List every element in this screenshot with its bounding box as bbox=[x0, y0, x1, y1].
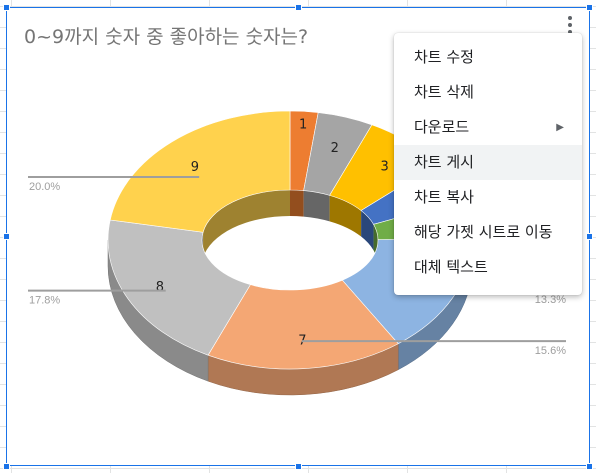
more-vert-icon-dot bbox=[568, 16, 572, 20]
menu-item-delete-chart[interactable]: 차트 삭제 bbox=[394, 75, 582, 110]
resize-handle-left[interactable] bbox=[3, 233, 10, 240]
resize-handle-top[interactable] bbox=[295, 4, 302, 11]
menu-item-publish-chart[interactable]: 차트 게시 bbox=[394, 145, 582, 180]
more-vert-icon-dot bbox=[568, 23, 572, 27]
slice-inner-wall-9 bbox=[203, 190, 290, 259]
data-label-6: 13.3% bbox=[535, 294, 566, 306]
slice-label-2: 2 bbox=[331, 141, 339, 156]
menu-item-move-to-gadget-sheet[interactable]: 해당 가젯 시트로 이동 bbox=[394, 215, 582, 250]
chart-title: 0~9까지 숫자 중 좋아하는 숫자는? bbox=[24, 26, 309, 48]
slice-label-3: 3 bbox=[381, 160, 389, 175]
menu-item-copy-chart[interactable]: 차트 복사 bbox=[394, 180, 582, 215]
slice-inner-wall-3 bbox=[329, 195, 362, 237]
resize-handle-top-left[interactable] bbox=[3, 4, 10, 11]
data-label-7: 15.6% bbox=[535, 345, 566, 357]
chart-context-menu: 차트 수정 차트 삭제 다운로드 ▶ 차트 게시 차트 복사 해당 가젯 시트로 … bbox=[394, 33, 582, 295]
chart-menu-button[interactable] bbox=[560, 12, 580, 38]
data-label-9: 20.0% bbox=[29, 181, 60, 193]
resize-handle-bottom-right[interactable] bbox=[586, 463, 593, 470]
menu-item-label: 다운로드 bbox=[414, 118, 470, 136]
menu-item-alt-text[interactable]: 대체 텍스트 bbox=[394, 250, 582, 285]
menu-item-label: 차트 게시 bbox=[414, 153, 474, 171]
menu-item-label: 차트 수정 bbox=[414, 48, 474, 66]
data-label-8: 17.8% bbox=[29, 295, 60, 307]
menu-item-label: 차트 복사 bbox=[414, 188, 474, 206]
slice-8 bbox=[107, 219, 251, 356]
resize-handle-top-right[interactable] bbox=[586, 4, 593, 11]
slice-inner-wall-2 bbox=[303, 190, 330, 222]
resize-handle-bottom-left[interactable] bbox=[3, 463, 10, 470]
submenu-arrow-icon: ▶ bbox=[556, 122, 564, 133]
slice-inner-wall-1 bbox=[290, 190, 304, 217]
menu-item-label: 해당 가젯 시트로 이동 bbox=[414, 223, 553, 241]
menu-item-download[interactable]: 다운로드 ▶ bbox=[394, 110, 582, 145]
menu-item-label: 대체 텍스트 bbox=[414, 258, 488, 276]
chart-inner-walls bbox=[202, 190, 378, 266]
resize-handle-right[interactable] bbox=[586, 233, 593, 240]
slice-7 bbox=[207, 279, 399, 370]
slice-inner-wall-4 bbox=[361, 210, 374, 251]
menu-item-edit-chart[interactable]: 차트 수정 bbox=[394, 40, 582, 75]
slice-label-8: 8 bbox=[156, 280, 164, 295]
menu-item-label: 차트 삭제 bbox=[414, 83, 474, 101]
slice-9 bbox=[109, 110, 291, 233]
slice-label-1: 1 bbox=[299, 117, 307, 132]
slice-label-9: 9 bbox=[191, 160, 199, 175]
more-vert-icon-dot bbox=[568, 30, 572, 34]
chart-data-labels: 20.0% 17.8% 15.6% 13.3% bbox=[28, 175, 566, 357]
resize-handle-bottom[interactable] bbox=[295, 463, 302, 470]
